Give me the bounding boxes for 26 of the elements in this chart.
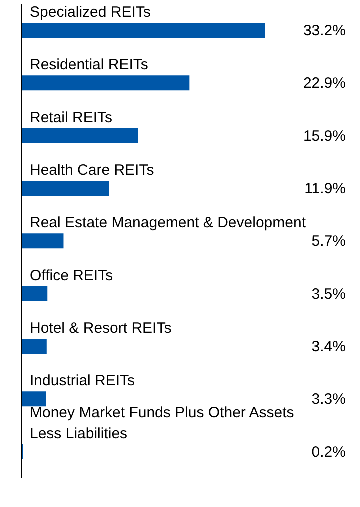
- data-label: 0.2%: [312, 444, 346, 461]
- y-tick-label: Health Care REITs: [30, 162, 154, 179]
- y-tick-label: Money Market Funds Plus Other Assets Less Liabilities: [30, 404, 294, 442]
- bar: [22, 234, 64, 249]
- y-tick-label: Specialized REITs: [30, 4, 151, 21]
- y-tick-label: Residential REITs: [30, 56, 148, 74]
- bar: [22, 286, 48, 302]
- bar: [22, 128, 138, 144]
- data-label: 11.9%: [304, 180, 346, 198]
- data-label: 22.9%: [303, 75, 346, 92]
- y-tick-label: Office REITs: [30, 267, 114, 284]
- bar: [22, 392, 46, 407]
- y-tick-label: Hotel & Resort REITs: [30, 320, 172, 337]
- y-tick-label: Real Estate Management & Development: [30, 214, 307, 232]
- data-label: 3.5%: [312, 286, 346, 303]
- data-label: 33.2%: [303, 22, 346, 40]
- bar: [22, 339, 47, 354]
- data-label: 15.9%: [303, 128, 346, 145]
- y-tick-label: Industrial REITs: [30, 372, 136, 390]
- bar: [22, 181, 110, 196]
- data-label: 3.4%: [312, 338, 346, 356]
- bar: [22, 76, 190, 91]
- y-tick-label: Retail REITs: [30, 109, 113, 126]
- bar: [22, 23, 266, 38]
- data-label: 3.3%: [312, 391, 346, 408]
- data-label: 5.7%: [312, 233, 346, 250]
